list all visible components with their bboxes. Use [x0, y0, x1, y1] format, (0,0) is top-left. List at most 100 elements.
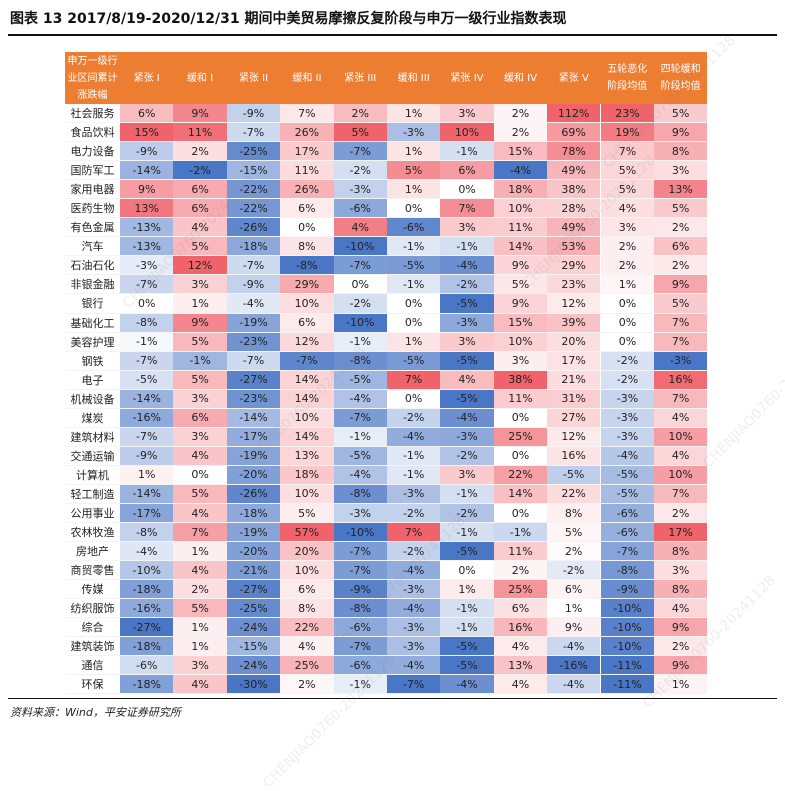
value-cell: 18%	[493, 179, 548, 200]
table-row: 电子 -5% 5% -27% 14% -5% 7% 4% 38% 21% -2% 16%	[65, 370, 708, 390]
value-cell: -18%	[120, 579, 174, 600]
value-cell: -4%	[547, 636, 601, 657]
value-cell: -24%	[226, 655, 281, 676]
row-label: 社会服务	[65, 104, 120, 124]
value-cell: -7%	[333, 636, 387, 657]
value-cell: -8%	[120, 313, 174, 333]
header-phase-7: 紧张 IV	[440, 52, 494, 104]
value-cell: 22%	[547, 484, 601, 504]
value-cell: -7%	[226, 255, 281, 276]
value-cell: 5%	[386, 160, 441, 181]
table-row: 美容护理 -1% 5% -23% 12% -1% 1% 3% 10% 20% 0% 7%	[65, 332, 708, 352]
value-cell: 0%	[173, 465, 227, 485]
value-cell: 3%	[440, 104, 494, 124]
value-cell: 4%	[653, 408, 708, 428]
value-cell: -19%	[226, 313, 281, 333]
value-cell: 38%	[493, 370, 548, 390]
value-cell: 23%	[600, 104, 654, 124]
value-cell: 8%	[547, 503, 601, 524]
value-cell: -3%	[386, 484, 441, 504]
table-row: 机械设备 -14% 3% -23% 14% -4% 0% -5% 11% 31% -3% 7%	[65, 389, 708, 409]
value-cell: -16%	[120, 598, 174, 619]
value-cell: 16%	[493, 617, 548, 638]
value-cell: 20%	[280, 541, 334, 562]
value-cell: 22%	[493, 465, 548, 485]
source-rule	[8, 698, 777, 699]
header-line: 申万一级行	[67, 55, 118, 67]
value-cell: -6%	[600, 522, 654, 543]
value-cell: -18%	[120, 674, 174, 695]
value-cell: -5%	[440, 636, 494, 657]
header-line: 五轮恶化	[607, 64, 648, 75]
value-cell: -23%	[226, 332, 281, 352]
header-industry: 申万一级行 业区间累计 涨跌幅	[65, 52, 120, 104]
value-cell: -2%	[333, 160, 387, 181]
value-cell: 0%	[493, 446, 548, 466]
value-cell: -3%	[600, 389, 654, 409]
value-cell: 3%	[440, 465, 494, 485]
value-cell: -4%	[600, 446, 654, 466]
value-cell: 23%	[547, 274, 601, 295]
value-cell: 112%	[547, 104, 601, 124]
table-row: 纺织服饰 -16% 5% -25% 8% -8% -4% -1% 6% 1% -10% 4%	[65, 598, 708, 619]
value-cell: -5%	[440, 351, 494, 371]
row-label: 通信	[65, 655, 120, 676]
value-cell: -24%	[226, 617, 281, 638]
value-cell: 3%	[653, 560, 708, 581]
value-cell: 12%	[547, 427, 601, 447]
header-phase-4: 缓和 II	[280, 52, 334, 104]
value-cell: 4%	[440, 370, 494, 390]
value-cell: -16%	[547, 655, 601, 676]
value-cell: 7%	[280, 104, 334, 124]
value-cell: 14%	[493, 484, 548, 504]
value-cell: 1%	[386, 332, 441, 352]
value-cell: 25%	[280, 655, 334, 676]
row-label: 食品饮料	[65, 122, 120, 143]
value-cell: -4%	[386, 655, 441, 676]
value-cell: -2%	[440, 503, 494, 524]
value-cell: 19%	[600, 122, 654, 143]
value-cell: -2%	[333, 293, 387, 314]
value-cell: -8%	[280, 255, 334, 276]
value-cell: -3%	[386, 636, 441, 657]
table-row: 家用电器 9% 6% -22% 26% -3% 1% 0% 18% 38% 5% 13%	[65, 179, 708, 200]
row-label: 纺织服饰	[65, 598, 120, 619]
value-cell: -7%	[280, 351, 334, 371]
value-cell: -27%	[120, 617, 174, 638]
value-cell: 0%	[386, 198, 441, 219]
value-cell: -1%	[386, 465, 441, 485]
value-cell: -18%	[226, 236, 281, 257]
value-cell: -18%	[120, 636, 174, 657]
value-cell: 2%	[600, 255, 654, 276]
value-cell: -7%	[386, 674, 441, 695]
title-rule	[8, 34, 777, 36]
value-cell: 8%	[653, 541, 708, 562]
table-row: 汽车 -13% 5% -18% 8% -10% -1% -1% 14% 53% 2% 6%	[65, 236, 708, 257]
value-cell: -26%	[226, 217, 281, 238]
value-cell: -4%	[120, 541, 174, 562]
value-cell: -13%	[120, 217, 174, 238]
value-cell: -1%	[120, 332, 174, 352]
value-cell: 0%	[386, 313, 441, 333]
table-row: 建筑材料 -7% 3% -17% 14% -1% -4% -3% 25% 12% -3% 10%	[65, 427, 708, 447]
value-cell: 5%	[653, 293, 708, 314]
value-cell: 4%	[333, 217, 387, 238]
value-cell: -8%	[333, 351, 387, 371]
value-cell: -5%	[440, 655, 494, 676]
value-cell: -1%	[333, 427, 387, 447]
value-cell: 39%	[547, 313, 601, 333]
value-cell: 1%	[173, 293, 227, 314]
table-row: 有色金属 -13% 4% -26% 0% 4% -6% 3% 11% 49% 3% 2%	[65, 217, 708, 238]
value-cell: -7%	[333, 255, 387, 276]
value-cell: 10%	[280, 484, 334, 504]
row-label: 交通运输	[65, 446, 120, 466]
row-label: 有色金属	[65, 217, 120, 238]
value-cell: 7%	[653, 313, 708, 333]
value-cell: -22%	[226, 198, 281, 219]
value-cell: 6%	[173, 179, 227, 200]
value-cell: -3%	[386, 122, 441, 143]
table-row: 食品饮料 15% 11% -7% 26% 5% -3% 10% 2% 69% 19% 9%	[65, 122, 708, 143]
value-cell: -4%	[440, 674, 494, 695]
value-cell: 7%	[653, 332, 708, 352]
row-label: 农林牧渔	[65, 522, 120, 543]
